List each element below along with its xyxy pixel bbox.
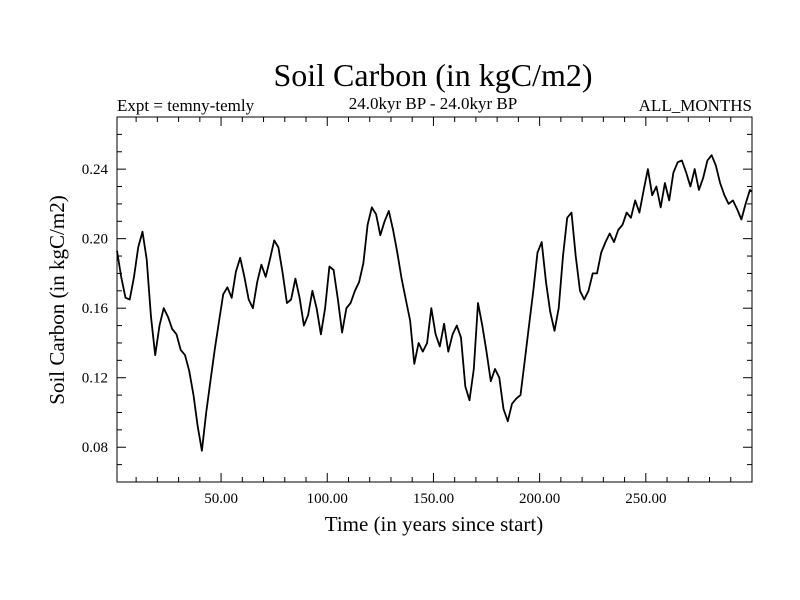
x-tick-label: 50.00 (204, 491, 238, 507)
subtitle-right: ALL_MONTHS (639, 96, 752, 115)
x-tick-label: 100.00 (307, 491, 348, 507)
y-axis-ticks: 0.08 0.12 0.16 0.20 0.24 (82, 116, 752, 466)
y-tick-label: 0.12 (82, 371, 108, 387)
y-tick-label: 0.16 (82, 301, 109, 317)
plot-frame (116, 116, 753, 483)
series-group (116, 154, 753, 452)
y-tick-label: 0.20 (82, 232, 108, 248)
chart-title: Soil Carbon (in kgC/m2) (273, 57, 592, 93)
x-axis-ticks: 50.00 100.00 150.00 200.00 250.00 (135, 117, 732, 507)
x-axis-label: Time (in years since start) (325, 512, 544, 536)
y-tick-label: 0.08 (82, 440, 108, 456)
series-line (116, 154, 753, 452)
subtitle-center: 24.0kyr BP - 24.0kyr BP (349, 94, 517, 113)
x-tick-label: 200.00 (519, 491, 560, 507)
y-axis-label: Soil Carbon (in kgC/m2) (45, 195, 69, 404)
x-tick-label: 150.00 (413, 491, 454, 507)
x-tick-label: 250.00 (625, 491, 666, 507)
subtitle-left: Expt = temny-temly (117, 96, 255, 115)
y-tick-label: 0.24 (82, 162, 109, 178)
